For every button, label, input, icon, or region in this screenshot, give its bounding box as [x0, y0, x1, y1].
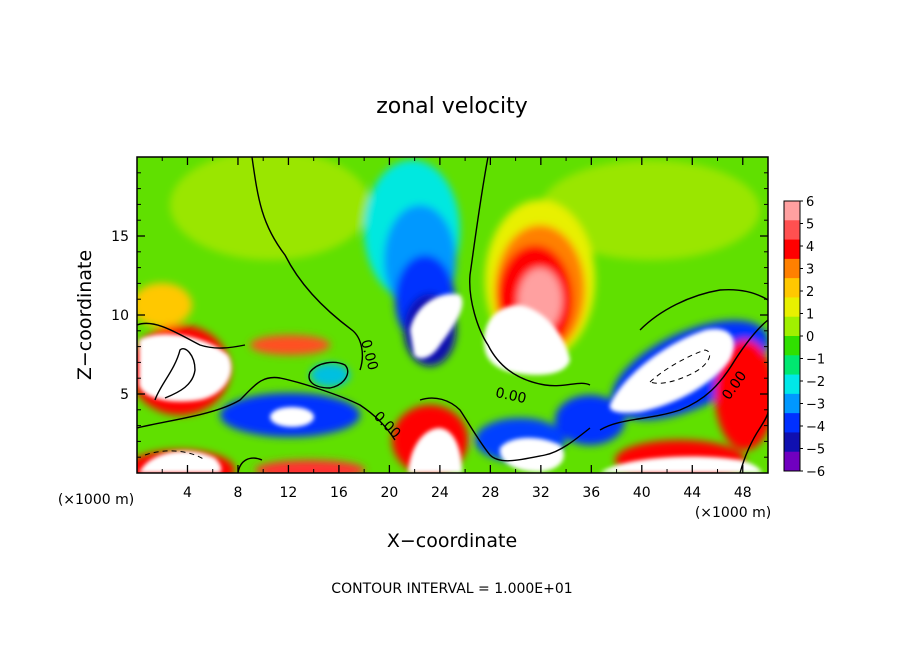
x-tick-label: 28	[481, 485, 499, 501]
x-tick-label: 12	[280, 485, 298, 501]
contour-interval-note: CONTOUR INTERVAL = 1.000E+01	[331, 581, 572, 597]
colorbar-label: 2	[806, 285, 814, 300]
colorbar-swatch	[784, 336, 800, 356]
colorbar-swatch	[784, 374, 800, 395]
colorbar-swatch	[784, 355, 800, 376]
x-unit-left: (×1000 m)	[58, 492, 134, 508]
colorbar: 6 5 4 3 2 1 0 −1 −2 −3 −4 −5 −6	[783, 195, 825, 480]
x-tick-label: 32	[532, 485, 550, 501]
x-tick-label: 20	[380, 485, 398, 501]
x-tick-label: 4	[183, 485, 192, 501]
colorbar-swatch	[784, 316, 800, 337]
colorbar-swatch	[784, 278, 800, 298]
heatmap-field: 0.00 0.00 0.00 0.00	[137, 157, 768, 473]
y-tick-label: 5	[120, 387, 129, 403]
colorbar-label: 1	[806, 308, 814, 323]
colorbar-label: −4	[806, 420, 825, 435]
colorbar-label: −6	[806, 465, 825, 480]
x-tick-label: 16	[330, 485, 348, 501]
colorbar-label: 3	[806, 263, 814, 278]
colorbar-label: −3	[806, 398, 825, 413]
colorbar-swatch	[784, 220, 800, 241]
contour-label: 0.00	[494, 385, 528, 407]
y-axis-label: Z−coordinate	[74, 250, 96, 380]
colorbar-swatch	[784, 258, 800, 279]
x-tick-label: 36	[582, 485, 600, 501]
y-tick-label: 15	[111, 229, 129, 245]
colorbar-label: −5	[806, 443, 825, 458]
x-tick-label: 8	[233, 485, 242, 501]
colorbar-swatch	[784, 239, 800, 260]
x-axis-label: X−coordinate	[387, 530, 517, 552]
x-tick-label: 24	[431, 485, 449, 501]
chart-title: zonal velocity	[376, 94, 528, 119]
contour-label: 0.00	[357, 338, 381, 372]
x-unit-right: (×1000 m)	[695, 505, 771, 521]
colorbar-swatch	[784, 297, 800, 318]
colorbar-label: 0	[806, 330, 814, 345]
colorbar-label: 5	[806, 218, 814, 233]
y-axis-ticks: 5 10 15	[111, 172, 768, 458]
x-axis-ticks: 4 8 12 16 20 24 28 32 36 40 44 48	[161, 157, 752, 501]
colorbar-label: −2	[806, 375, 825, 390]
colorbar-swatch	[784, 451, 800, 472]
colorbar-swatch	[784, 393, 800, 414]
x-tick-label: 40	[633, 485, 651, 501]
x-tick-label: 48	[734, 485, 752, 501]
colorbar-swatch	[784, 413, 800, 433]
colorbar-swatch	[784, 432, 800, 453]
colorbar-swatch	[784, 201, 800, 221]
x-tick-label: 44	[683, 485, 701, 501]
y-tick-label: 10	[111, 308, 129, 324]
colorbar-label: 4	[806, 240, 814, 255]
colorbar-label: −1	[806, 353, 825, 368]
colorbar-label: 6	[806, 195, 814, 210]
